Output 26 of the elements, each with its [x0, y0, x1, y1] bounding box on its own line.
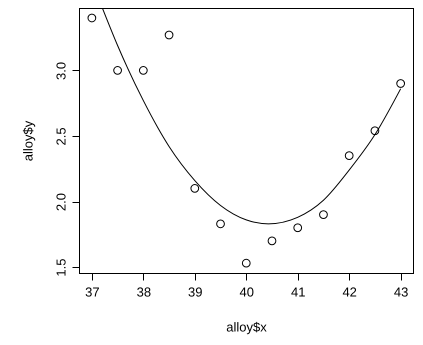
point [396, 79, 406, 88]
x-tick-label: 37 [85, 284, 100, 300]
point [164, 30, 174, 40]
x-tick-label: 41 [290, 284, 306, 300]
point [319, 210, 328, 220]
x-tick-label: 40 [240, 284, 254, 300]
point [113, 66, 122, 75]
y-tick-label: 2.0 [54, 193, 68, 212]
x-axis-title: alloy$x [226, 320, 268, 334]
x-tick-label: 38 [136, 284, 152, 300]
x-tick-label: 42 [342, 284, 357, 300]
point [370, 126, 380, 136]
y-tick-label: 3.0 [54, 62, 68, 80]
point [242, 258, 251, 268]
point [293, 223, 302, 232]
point [138, 66, 148, 75]
point [268, 236, 276, 246]
point [344, 151, 354, 160]
point [87, 14, 96, 22]
point [190, 184, 200, 193]
y-tick-label: 2.5 [54, 127, 68, 146]
y-axis-title: alloy$y [20, 120, 36, 162]
x-tick-label: 39 [188, 284, 203, 300]
point [216, 219, 225, 228]
x-tick-label: 43 [394, 284, 408, 300]
y-tick-label: 1.5 [54, 258, 68, 277]
